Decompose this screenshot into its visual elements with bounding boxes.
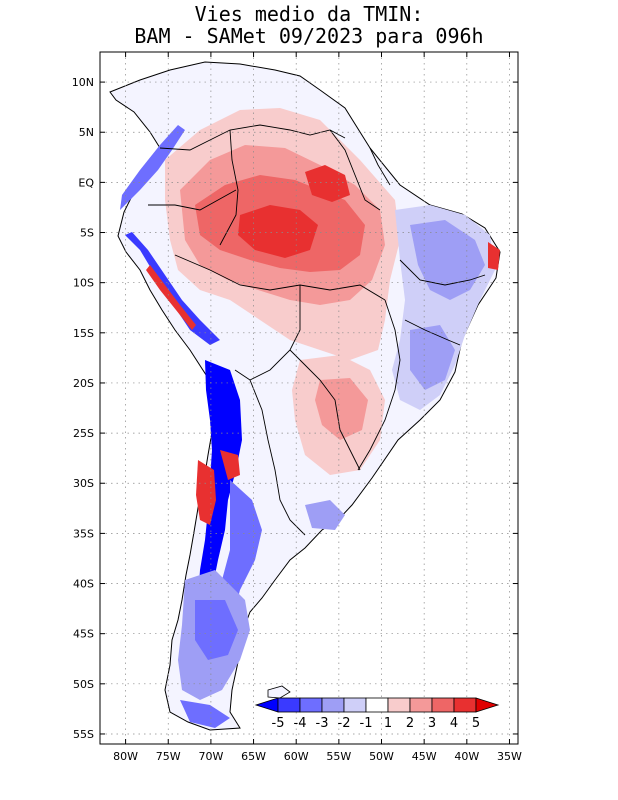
lat-label: 35S [73,527,94,540]
colorbar-label: -4 [294,716,307,731]
lat-label: 10N [72,76,94,89]
colorbar-label: 4 [450,716,458,731]
lat-label: 50S [73,678,94,691]
lat-label: 55S [73,728,94,741]
map-frame [99,51,519,745]
colorbar-label: -3 [316,716,329,731]
cool-bias-south-tip [180,700,230,728]
lat-label: EQ [78,176,94,189]
colorbar-label: 2 [406,716,414,731]
colorbar-arrow-high [475,697,500,713]
warm-bias-east-tip [488,242,500,270]
colorbar-box [431,697,455,713]
falkland-islands [267,685,291,699]
warm-bias-central-mid [315,378,368,440]
colorbar-label: -5 [272,716,285,731]
lon-label: 60W [284,750,309,763]
colorbar-box [277,697,301,713]
colorbar-box [453,697,477,713]
colorbar-label: 3 [428,716,436,731]
axis-ticks [100,52,518,744]
lat-label: 20S [73,377,94,390]
cool-bias-east-mid [410,325,455,390]
map-title-line1: Vies medio da TMIN: [194,2,424,26]
cool-bias-uruguay [305,500,345,530]
colorbar-box [343,697,367,713]
latitude-labels: 10N 5N EQ 5S 10S 15S 20S 25S 30S 35S 40S 45S 50S 55S [72,76,95,741]
colorbar-label: -2 [338,716,351,731]
map-title-line2: BAM - SAMet 09/2023 para 096h [134,24,484,48]
colorbar-label: -1 [360,716,373,731]
cool-bias-andes-north [120,125,185,210]
colorbar-box [299,697,323,713]
warm-bias-chile-red-2 [220,450,240,480]
colorbar-label: 5 [472,716,480,731]
colorbar-box [409,697,433,713]
lon-label: 45W [412,750,437,763]
lat-label: 40S [73,578,94,591]
lat-label: 25S [73,427,94,440]
lat-label: 15S [73,327,94,340]
lat-label: 30S [73,477,94,490]
lon-label: 65W [241,750,266,763]
lat-label: 5S [80,227,94,240]
cool-bias-patagonia-core [195,600,238,660]
lon-label: 40W [454,750,479,763]
lat-label: 45S [73,628,94,641]
lon-label: 35W [497,750,522,763]
colorbar [254,697,500,713]
lat-label: 5N [79,126,94,139]
country-borders [148,124,486,536]
lon-label: 80W [113,750,138,763]
cool-bias-andes-peru [125,232,220,345]
colorbar-box [387,697,411,713]
lon-label: 75W [156,750,181,763]
lat-label: 10S [73,277,94,290]
warm-bias-andes-peru-line [146,265,196,330]
lon-label: 50W [369,750,394,763]
warm-bias-amazon-peak [238,205,318,258]
colorbar-label: 1 [384,716,392,731]
lon-label: 55W [326,750,351,763]
colorbar-box [365,697,389,713]
lon-label: 70W [198,750,223,763]
longitude-labels: 80W 75W 70W 65W 60W 55W 50W 45W 40W 35W [113,750,522,763]
cool-bias-chile-strong [198,360,242,610]
colorbar-box [321,697,345,713]
map-gridlines [100,52,518,744]
colorbar-labels: -5 -4 -3 -2 -1 1 2 3 4 5 [272,716,481,731]
cool-bias-northeast-mid [410,220,485,300]
